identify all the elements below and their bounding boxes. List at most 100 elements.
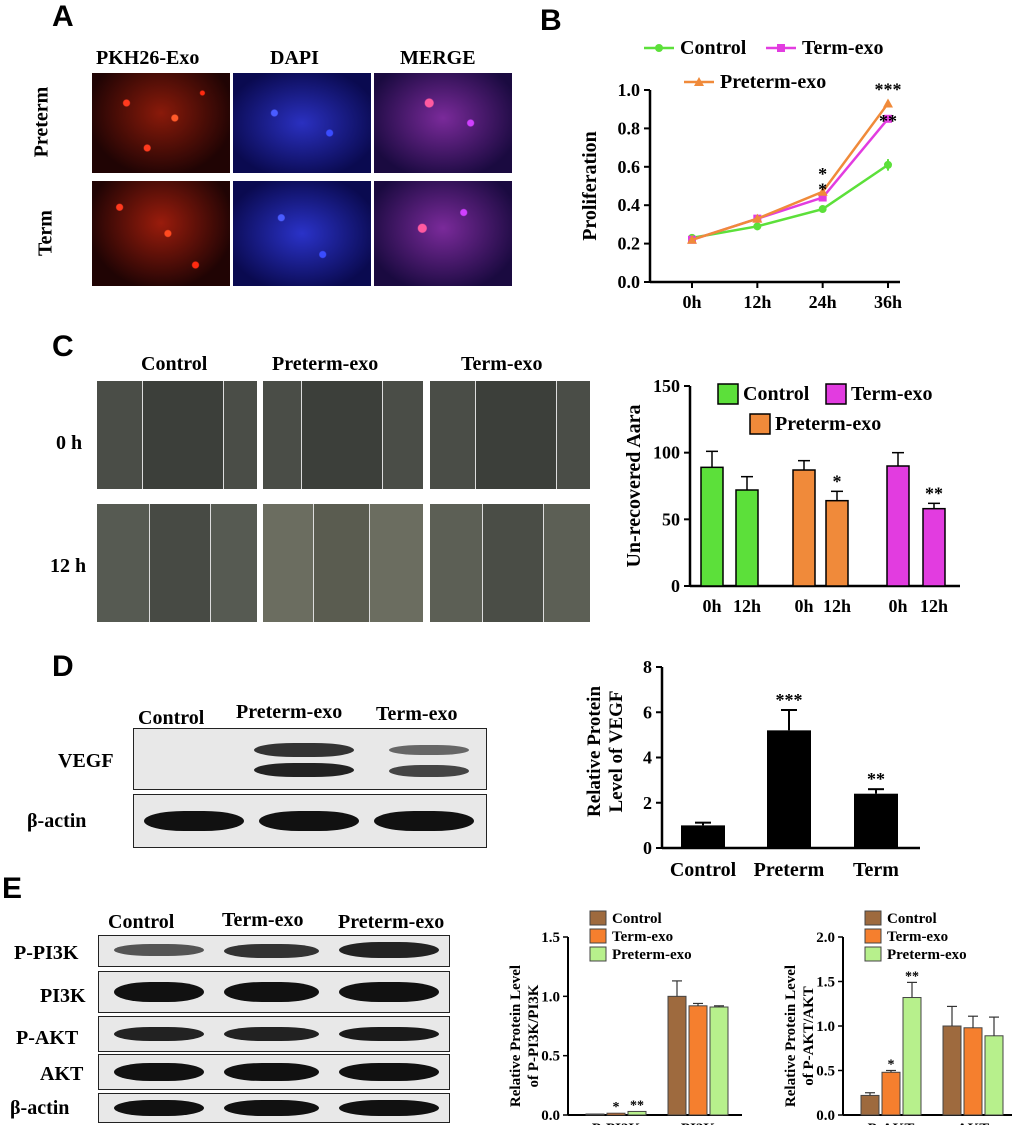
significance-label: ** xyxy=(879,111,897,131)
y-axis-title: Level of VEGF xyxy=(606,690,627,812)
x-tick-label: P-AKT xyxy=(868,1121,915,1125)
legend-swatch xyxy=(589,946,607,962)
y-tick-label: 50 xyxy=(662,509,680,529)
data-point xyxy=(687,234,697,244)
x-tick-label: Term xyxy=(853,859,899,881)
bar xyxy=(767,730,811,848)
data-point xyxy=(883,98,893,108)
legend-label: Term-exo xyxy=(887,929,948,945)
western-blot-ppi3k xyxy=(98,935,450,967)
panel-d-row-label: β-actin xyxy=(27,810,87,832)
significance-label: ** xyxy=(630,1098,644,1113)
x-tick-label: 0h xyxy=(794,596,813,616)
data-point xyxy=(817,186,828,196)
x-tick-label: PI3K xyxy=(681,1121,716,1125)
legend-swatch xyxy=(717,383,739,405)
panel-a-col-label: MERGE xyxy=(400,47,476,69)
y-tick-label: 1.0 xyxy=(816,1019,835,1035)
panel-a-row-label: Preterm xyxy=(30,86,53,158)
bar xyxy=(963,1027,983,1116)
scratch-image xyxy=(263,504,423,622)
x-tick-label: 0h xyxy=(888,596,907,616)
y-axis-title: Proliferation xyxy=(579,131,601,241)
y-tick-label: 0 xyxy=(671,576,680,596)
chart-unrecovered-area: 0 50 100 150 Un-recovered Aara 0h 12h 0h 12h * 0h 1… xyxy=(623,376,960,616)
x-tick-label: 12h xyxy=(823,596,851,616)
y-tick-label: 0.0 xyxy=(618,272,641,292)
y-axis-title: of P-PI3K/PI3K xyxy=(526,984,542,1087)
legend-label: Preterm-exo xyxy=(775,413,881,435)
bar xyxy=(667,995,687,1116)
significance-label: * xyxy=(888,1058,895,1073)
legend-label: Preterm-exo xyxy=(612,947,692,963)
western-blot-actin xyxy=(133,794,487,848)
y-tick-label: 4 xyxy=(643,748,652,768)
y-tick-label: 0.0 xyxy=(816,1108,835,1124)
data-point xyxy=(884,160,892,169)
scratch-image xyxy=(97,381,257,489)
fluorescence-image xyxy=(374,73,512,173)
significance-label: ** xyxy=(867,769,885,789)
y-axis-title: Relative Protein xyxy=(584,686,605,817)
data-point xyxy=(818,205,827,214)
x-tick-label: P-PI3K xyxy=(592,1121,641,1125)
y-axis-title: Relative Protein Level xyxy=(508,965,524,1107)
bar xyxy=(825,499,849,587)
scratch-image xyxy=(263,381,423,489)
y-tick-label: 1.0 xyxy=(618,80,641,100)
y-tick-label: 2 xyxy=(643,793,652,813)
panel-letter-b: B xyxy=(540,4,562,37)
significance-label: * xyxy=(818,164,827,184)
panel-letter-e: E xyxy=(2,872,23,905)
series-line xyxy=(691,118,889,241)
y-tick-label: 150 xyxy=(653,376,680,396)
y-axis-title: Un-recovered Aara xyxy=(623,404,645,567)
y-axis-title: of P-AKT/AKT xyxy=(801,986,817,1086)
legend-swatch xyxy=(864,910,882,926)
panel-c-col-label: Control xyxy=(141,353,208,375)
y-axis-title: Relative Protein Level xyxy=(783,965,799,1107)
bar xyxy=(942,1025,962,1116)
data-point xyxy=(884,114,892,123)
panel-d-lane-label: Preterm-exo xyxy=(236,701,343,723)
legend-label: Control xyxy=(887,911,937,927)
data-point xyxy=(752,213,763,223)
panel-c-col-label: Term-exo xyxy=(461,353,543,375)
y-tick-label: 0.8 xyxy=(618,118,641,138)
chart-vegf: 0 2 4 6 8 Relative Protein Level of VEGF Contro… xyxy=(584,657,920,881)
panel-d-row-label: VEGF xyxy=(58,750,114,772)
panel-e-row-label: AKT xyxy=(40,1063,84,1085)
data-point xyxy=(753,222,762,231)
y-tick-label: 0.5 xyxy=(541,1049,560,1065)
y-tick-label: 0.6 xyxy=(618,157,641,177)
x-tick-label: 24h xyxy=(809,292,837,312)
western-blot-pakt xyxy=(98,1016,450,1052)
legend-swatch xyxy=(749,413,771,435)
legend-label: Preterm-exo xyxy=(720,71,826,93)
panel-letter-c: C xyxy=(52,330,74,363)
panel-e-row-label: P-PI3K xyxy=(14,942,79,964)
significance-label: * xyxy=(613,1100,620,1115)
bar xyxy=(922,507,946,587)
panel-letter-a: A xyxy=(52,0,74,33)
western-blot-akt xyxy=(98,1054,450,1090)
x-tick-label: 12h xyxy=(733,596,761,616)
western-blot-pi3k xyxy=(98,971,450,1013)
panel-a-col-label: DAPI xyxy=(270,47,319,69)
scratch-image xyxy=(430,381,590,489)
y-tick-label: 0 xyxy=(643,838,652,858)
data-point xyxy=(777,44,785,52)
panel-e-row-label: β-actin xyxy=(10,1097,70,1119)
significance-label: *** xyxy=(875,79,902,99)
panel-c-row-label: 0 h xyxy=(56,432,83,454)
panel-d-lane-label: Term-exo xyxy=(376,703,458,725)
significance-label: * xyxy=(818,180,827,200)
y-tick-label: 2.0 xyxy=(816,930,835,946)
bar xyxy=(886,465,910,587)
fluorescence-image xyxy=(92,181,230,286)
panel-c-row-label: 12 h xyxy=(50,555,87,577)
fluorescence-image xyxy=(233,181,371,286)
legend-label: Control xyxy=(612,911,662,927)
bar xyxy=(709,1006,729,1116)
significance-label: ** xyxy=(925,483,943,503)
